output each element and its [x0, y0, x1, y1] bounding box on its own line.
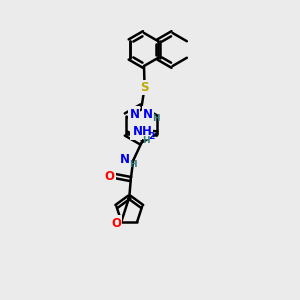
Text: O: O — [131, 125, 141, 139]
Text: N: N — [120, 153, 130, 166]
Text: H: H — [142, 136, 150, 145]
Text: NH: NH — [133, 125, 153, 138]
Text: H: H — [152, 114, 160, 123]
Text: H: H — [129, 160, 136, 169]
Text: N: N — [143, 107, 153, 121]
Text: O: O — [105, 169, 115, 183]
Text: N: N — [129, 107, 140, 121]
Text: 2: 2 — [148, 132, 154, 141]
Text: O: O — [111, 217, 121, 230]
Text: S: S — [140, 81, 149, 94]
